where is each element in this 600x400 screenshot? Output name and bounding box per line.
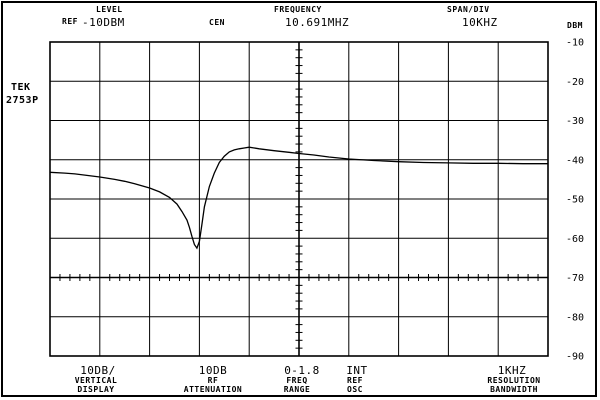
unit-label: DBM [567, 21, 583, 30]
frequency-label: FREQUENCY [274, 5, 322, 14]
level-label: LEVEL [96, 5, 123, 14]
y-axis-labels: -10 -20 -30 -40 -50 -60 -70 -80 -90 [566, 38, 584, 363]
vertical-display-label-2: DISPLAY [77, 385, 115, 394]
y-tick-label: -10 [566, 38, 584, 49]
y-tick-label: -30 [566, 116, 584, 127]
center-ticks [59, 49, 539, 349]
y-tick-label: -20 [566, 77, 584, 88]
freq-range-value: 0-1.8 [284, 364, 320, 377]
vertical-display-label-1: VERTICAL [74, 376, 118, 385]
level-value: -10DBM [82, 16, 125, 29]
rf-attenuation-label-2: ATTENUATION [183, 385, 243, 394]
model-label: 2753P [6, 95, 39, 106]
frequency-value: 10.691MHZ [285, 16, 350, 29]
resolution-bandwidth-value: 1KHZ [497, 364, 527, 377]
rf-attenuation-label-1: RF [207, 376, 219, 385]
y-tick-label: -80 [566, 312, 584, 323]
y-tick-label: -50 [566, 195, 584, 206]
trace-line [49, 146, 548, 250]
y-tick-label: -90 [566, 352, 584, 363]
ref-osc-label-2: OSC [347, 385, 363, 394]
resolution-bandwidth-label-2: BANDWIDTH [490, 385, 538, 394]
brand-label: TEK [11, 82, 31, 93]
graticule [49, 41, 549, 357]
ref-label: REF [62, 17, 78, 26]
y-tick-label: -40 [566, 155, 584, 166]
span-label: SPAN/DIV [447, 5, 490, 14]
y-tick-label: -60 [566, 234, 584, 245]
freq-range-label-1: FREQ [286, 376, 308, 385]
resolution-bandwidth-label-1: RESOLUTION [487, 376, 541, 385]
ref-osc-label-1: REF [347, 376, 363, 385]
y-tick-label: -70 [566, 273, 584, 284]
freq-range-label-2: RANGE [283, 385, 311, 394]
ref-osc-value: INT [346, 364, 368, 377]
rf-attenuation-value: 10DB [198, 364, 228, 377]
vertical-display-value: 10DB/ [80, 364, 116, 377]
cen-label: CEN [209, 18, 225, 27]
span-value: 10KHZ [462, 16, 498, 29]
